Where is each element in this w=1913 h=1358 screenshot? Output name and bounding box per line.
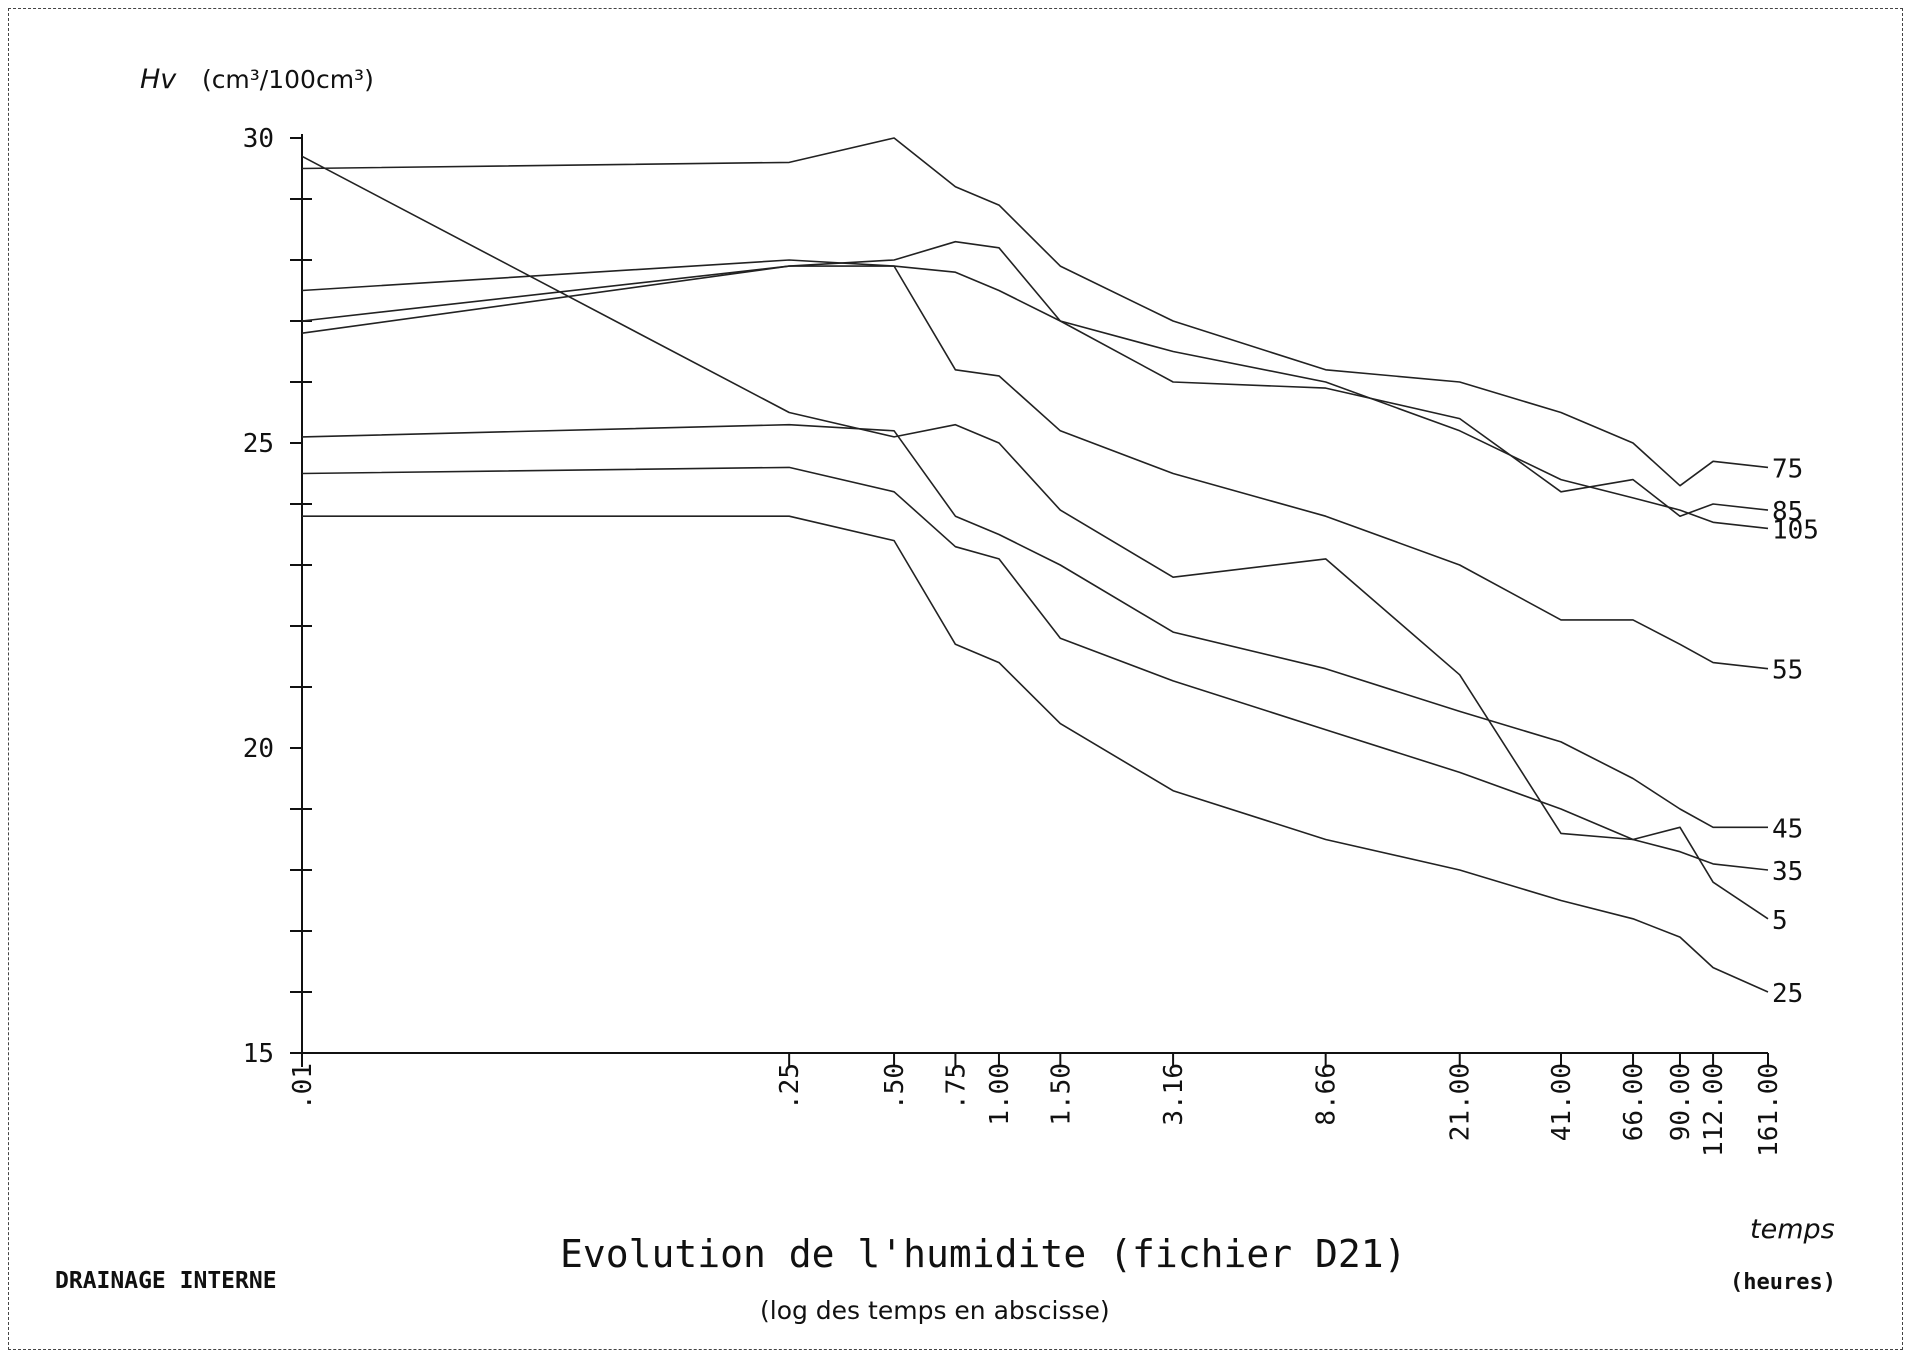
series-end-label-5: 5 — [1772, 906, 1788, 936]
chart-frame — [8, 8, 1903, 1350]
series-line-45 — [301, 423, 1768, 829]
x-axis-label: temps — [1750, 1214, 1835, 1245]
x-tick-label: 66.00 — [1619, 1063, 1649, 1141]
series-line-55 — [301, 259, 1769, 670]
series-line-85 — [301, 240, 1769, 518]
series-line-105 — [301, 265, 1769, 530]
series-end-label-55: 55 — [1772, 656, 1803, 686]
x-tick-label: 90.00 — [1666, 1063, 1696, 1141]
series-line-5 — [301, 155, 1769, 920]
x-tick-label: .75 — [941, 1063, 971, 1110]
x-tick-label: 21.00 — [1446, 1063, 1476, 1141]
y-tick-label: 30 — [243, 124, 274, 154]
series-line-25 — [302, 515, 1769, 993]
x-axis-unit: (heures) — [1730, 1270, 1836, 1295]
y-tick-label: 20 — [243, 734, 274, 764]
series-end-label-105: 105 — [1772, 515, 1819, 545]
series-line-35 — [301, 466, 1769, 871]
chart-title: Evolution de l'humidite (fichier D21) — [560, 1232, 1407, 1276]
x-tick-label: 1.00 — [985, 1063, 1015, 1126]
y-axis-label: Hv (cm³/100cm³) — [140, 64, 374, 95]
x-tick-label: .25 — [775, 1063, 805, 1110]
series-end-label-85: 85 — [1772, 497, 1803, 527]
series-end-label-35: 35 — [1772, 857, 1803, 887]
chart-subtitle: (log des temps en abscisse) — [760, 1296, 1110, 1325]
y-axis-variable: Hv — [140, 64, 177, 95]
series-end-label-75: 75 — [1772, 454, 1803, 484]
series-end-label-25: 25 — [1772, 979, 1803, 1009]
x-tick-label: 112.00 — [1699, 1063, 1729, 1157]
x-tick-label: 161.00 — [1754, 1063, 1784, 1157]
x-tick-label: 41.00 — [1547, 1063, 1577, 1141]
series-end-label-45: 45 — [1772, 814, 1803, 844]
y-tick-label: 25 — [243, 429, 274, 459]
series-line-75 — [301, 137, 1769, 487]
y-axis-unit: (cm³/100cm³) — [201, 65, 374, 94]
drainage-note: DRAINAGE INTERNE — [55, 1268, 277, 1294]
x-tick-label: .01 — [288, 1063, 318, 1110]
x-tick-label: 8.66 — [1312, 1063, 1342, 1126]
x-tick-label: 1.50 — [1046, 1063, 1076, 1126]
x-tick-label: .50 — [880, 1063, 910, 1110]
y-tick-label: 15 — [243, 1039, 274, 1069]
x-tick-label: 3.16 — [1159, 1063, 1189, 1126]
